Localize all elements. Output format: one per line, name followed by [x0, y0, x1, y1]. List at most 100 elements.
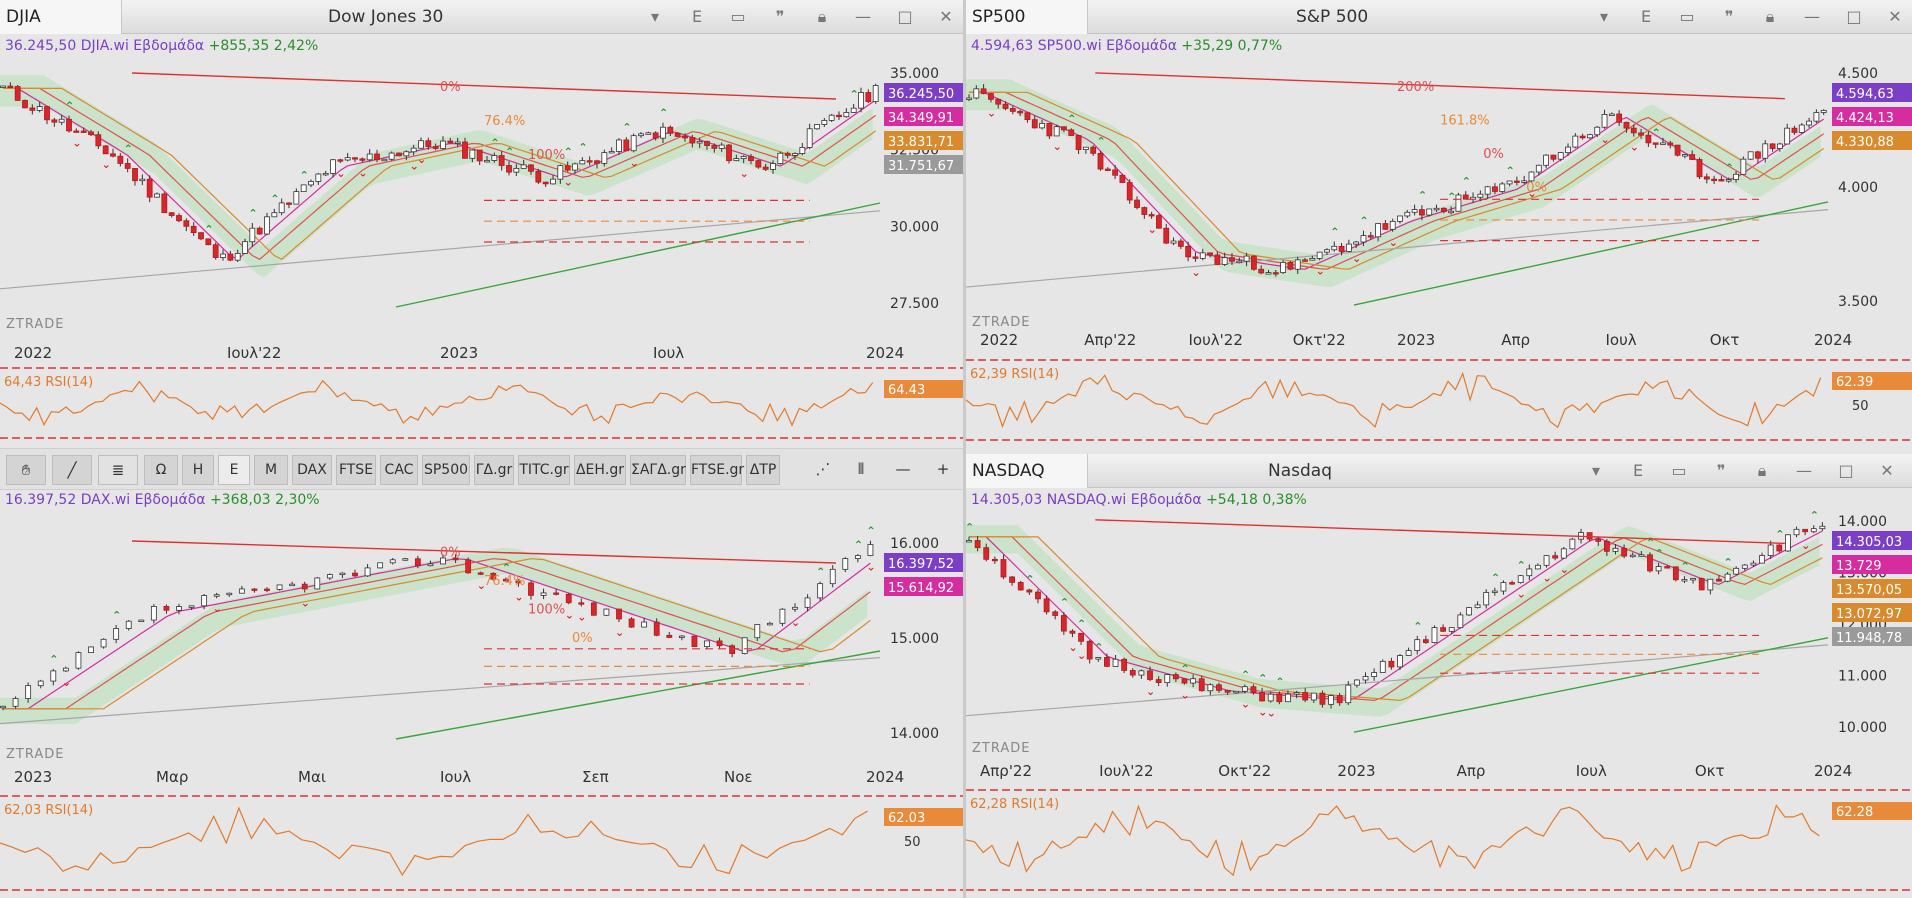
nasdaq-rsi-value: 62.28	[1836, 805, 1873, 820]
nasdaq-chart[interactable]: ⌃⌃⌃⌄⌃⌄⌃⌄⌃⌄⌃⌄⌃⌄⌄⌃⌃⌃⌃⌄⌄⌄⌃⌃⌃⌃⌃⌄⌃14.00013.00…	[966, 454, 1912, 898]
dax-up-arrow-icon: ⌃	[866, 525, 875, 538]
djia-x-tick: 2023	[440, 344, 478, 362]
djia-candle	[608, 151, 615, 154]
toolbar-button-4[interactable]: DAX	[292, 455, 332, 485]
toolbar-button-9[interactable]: TITC.gr	[518, 455, 570, 485]
sp500-down-arrow-icon: ⌄	[1148, 223, 1157, 236]
dropdown-icon[interactable]: ▾	[1591, 461, 1601, 480]
panel-icon[interactable]: ▭	[1671, 461, 1687, 480]
djia-candle	[586, 160, 593, 163]
toolbar-button-3[interactable]: M	[254, 455, 288, 485]
grid-tool-icon[interactable]: ≣	[98, 455, 138, 485]
remove-icon[interactable]: —	[895, 460, 911, 478]
toolbar-button-8[interactable]: ΓΔ.gr	[474, 455, 514, 485]
quote-icon[interactable]: ❞	[775, 7, 785, 26]
minimize-icon[interactable]: —	[1796, 461, 1812, 480]
djia-candle	[616, 139, 622, 152]
bars-icon[interactable]: ⫴	[857, 460, 865, 478]
lock-icon[interactable]: 🔒︎	[1757, 461, 1767, 480]
dax-fib-label: 76.4%	[484, 574, 525, 589]
nasdaq-candle	[1681, 579, 1688, 582]
djia-candle	[220, 253, 226, 258]
lock-icon[interactable]: 🔒︎	[1765, 7, 1775, 26]
dax-candle	[515, 580, 522, 584]
minimize-icon[interactable]: —	[1804, 7, 1820, 26]
nasdaq-up-arrow-icon: ⌃	[1810, 509, 1819, 522]
vertical-splitter[interactable]	[963, 0, 966, 898]
djia-candle	[161, 193, 168, 214]
toolbar-button-10[interactable]: ΔΕΗ.gr	[574, 455, 626, 485]
toolbar-button-0[interactable]: Ω	[144, 455, 178, 485]
djia-up-arrow-icon: ⌃	[505, 146, 514, 159]
dax-x-tick: 2024	[866, 768, 904, 786]
quote-icon[interactable]: ❞	[1724, 7, 1734, 26]
maximize-icon[interactable]: □	[1838, 461, 1854, 480]
toolbar-button-6[interactable]: CAC	[380, 455, 418, 485]
toolbar-button-13[interactable]: ΔΤΡ	[746, 455, 780, 485]
dax-candle	[528, 582, 534, 596]
djia-candle	[300, 184, 307, 193]
sp500-period-button[interactable]: E	[1640, 7, 1652, 26]
djia-candle	[234, 253, 241, 261]
nasdaq-candle	[1759, 555, 1765, 564]
nasdaq-candle	[1603, 540, 1610, 552]
nasdaq-price-label: 13.072,97	[1836, 607, 1902, 622]
nasdaq-candle	[1655, 566, 1662, 572]
nasdaq-x-tick: Οκτ	[1695, 762, 1725, 780]
hand-tool-icon[interactable]: ✋︎	[6, 455, 46, 485]
nasdaq-candle	[1767, 544, 1774, 556]
nasdaq-resistance-line	[1095, 519, 1785, 545]
djia-chart[interactable]: ⌃⌄⌄⌃⌃⌃⌃⌃ ⌄ ⌄⌄⌄⌃⌃ ⌃⌄⌃⌃⌄⌃⌄⌃0%76.4%100%35.0003…	[0, 0, 963, 448]
close-icon[interactable]: ✕	[939, 7, 953, 26]
sp500-candle	[1002, 103, 1009, 109]
toolbar-button-2[interactable]: E	[218, 455, 250, 485]
djia-down-arrow-icon: ⌄	[417, 153, 426, 166]
indicator-icon[interactable]: ⋰	[815, 460, 831, 478]
sp500-candle	[1119, 174, 1126, 183]
djia-candle	[102, 145, 109, 155]
djia-candle	[513, 167, 520, 173]
sp500-rsi-label: 62,39 RSI(14)	[970, 367, 1059, 382]
sp500-candle	[1776, 143, 1783, 149]
toolbar-button-12[interactable]: FTSE.gr	[690, 455, 744, 485]
nasdaq-candle	[1491, 590, 1498, 593]
djia-candle	[88, 131, 94, 136]
close-icon[interactable]: ✕	[1888, 7, 1902, 26]
toolbar-button-5[interactable]: FTSE	[336, 455, 376, 485]
nasdaq-period-button[interactable]: E	[1632, 461, 1644, 480]
nasdaq-price-label: 13.570,05	[1836, 583, 1902, 598]
toolbar-button-7[interactable]: SP500	[422, 455, 470, 485]
nasdaq-candle	[1241, 686, 1248, 692]
sp500-candle	[1762, 143, 1769, 159]
djia-period-button[interactable]: E	[691, 7, 703, 26]
dax-chart[interactable]: ⌃⌄⌃⌄ ⌄⌄⌃⌄⌄ ⌄⌄⌄⌃⌃⌃⌄0%76.4%100%0%16.00015.00…	[0, 490, 963, 898]
dax-candle	[50, 670, 57, 682]
minimize-icon[interactable]: —	[855, 7, 871, 26]
djia-down-arrow-icon: ⌄	[358, 166, 367, 179]
lock-icon[interactable]: 🔒︎	[817, 7, 827, 26]
sp500-candle	[1250, 255, 1257, 270]
add-icon[interactable]: +	[936, 460, 950, 478]
dax-candle	[314, 577, 321, 590]
quote-icon[interactable]: ❞	[1716, 461, 1726, 480]
djia-candle	[645, 132, 652, 135]
dropdown-icon[interactable]: ▾	[1599, 7, 1609, 26]
panel-icon[interactable]: ▭	[1679, 7, 1695, 26]
close-icon[interactable]: ✕	[1880, 461, 1894, 480]
maximize-icon[interactable]: □	[1846, 7, 1862, 26]
panel-icon[interactable]: ▭	[730, 7, 746, 26]
toolbar-button-1[interactable]: H	[182, 455, 214, 485]
nasdaq-symbol-field[interactable]: NASDAQ	[966, 454, 1088, 488]
nasdaq-candle	[1293, 692, 1300, 695]
toolbar-button-11[interactable]: ΣΑΓΔ.gr	[630, 455, 686, 485]
djia-candle	[865, 92, 872, 102]
sp500-candle	[1397, 215, 1403, 222]
maximize-icon[interactable]: □	[897, 7, 913, 26]
nasdaq-up-arrow-icon: ⌃	[1491, 572, 1500, 585]
nasdaq-up-arrow-icon: ⌃	[1241, 669, 1250, 682]
sp500-chart[interactable]: ⌄ ⌄ ⌃ ⌃ ⌄ ⌄ ⌄ ⌃ ⌄ ⌃ ⌄ ⌃ ⌃ ⌃ ⌃ ⌄ ⌄ ⌄ ⌃ ⌃ 200% 161.8% 0% 0% 4.500 4…	[966, 0, 1912, 448]
dropdown-icon[interactable]: ▾	[650, 7, 660, 26]
djia-symbol-field[interactable]: DJIA	[0, 0, 122, 34]
sp500-symbol-field[interactable]: SP500	[966, 0, 1088, 34]
line-tool-icon[interactable]: ╱	[52, 455, 92, 485]
